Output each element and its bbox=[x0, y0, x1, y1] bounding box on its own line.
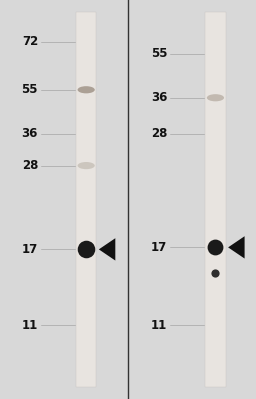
Text: 28: 28 bbox=[22, 159, 38, 172]
Polygon shape bbox=[228, 236, 244, 259]
Polygon shape bbox=[99, 238, 115, 261]
Text: 36: 36 bbox=[22, 127, 38, 140]
Text: 72: 72 bbox=[22, 36, 38, 48]
Ellipse shape bbox=[78, 86, 95, 93]
Text: 11: 11 bbox=[22, 319, 38, 332]
Text: 36: 36 bbox=[151, 91, 167, 104]
Text: 11: 11 bbox=[151, 319, 167, 332]
Point bbox=[214, 244, 218, 251]
Text: 28: 28 bbox=[151, 127, 167, 140]
Point bbox=[84, 246, 88, 253]
Text: 55: 55 bbox=[151, 47, 167, 60]
Ellipse shape bbox=[78, 162, 95, 169]
Point bbox=[214, 270, 218, 277]
Text: 17: 17 bbox=[22, 243, 38, 256]
Text: 55: 55 bbox=[22, 83, 38, 96]
Bar bbox=[76, 12, 96, 387]
Bar bbox=[205, 12, 226, 387]
Text: 17: 17 bbox=[151, 241, 167, 254]
Ellipse shape bbox=[207, 94, 224, 101]
